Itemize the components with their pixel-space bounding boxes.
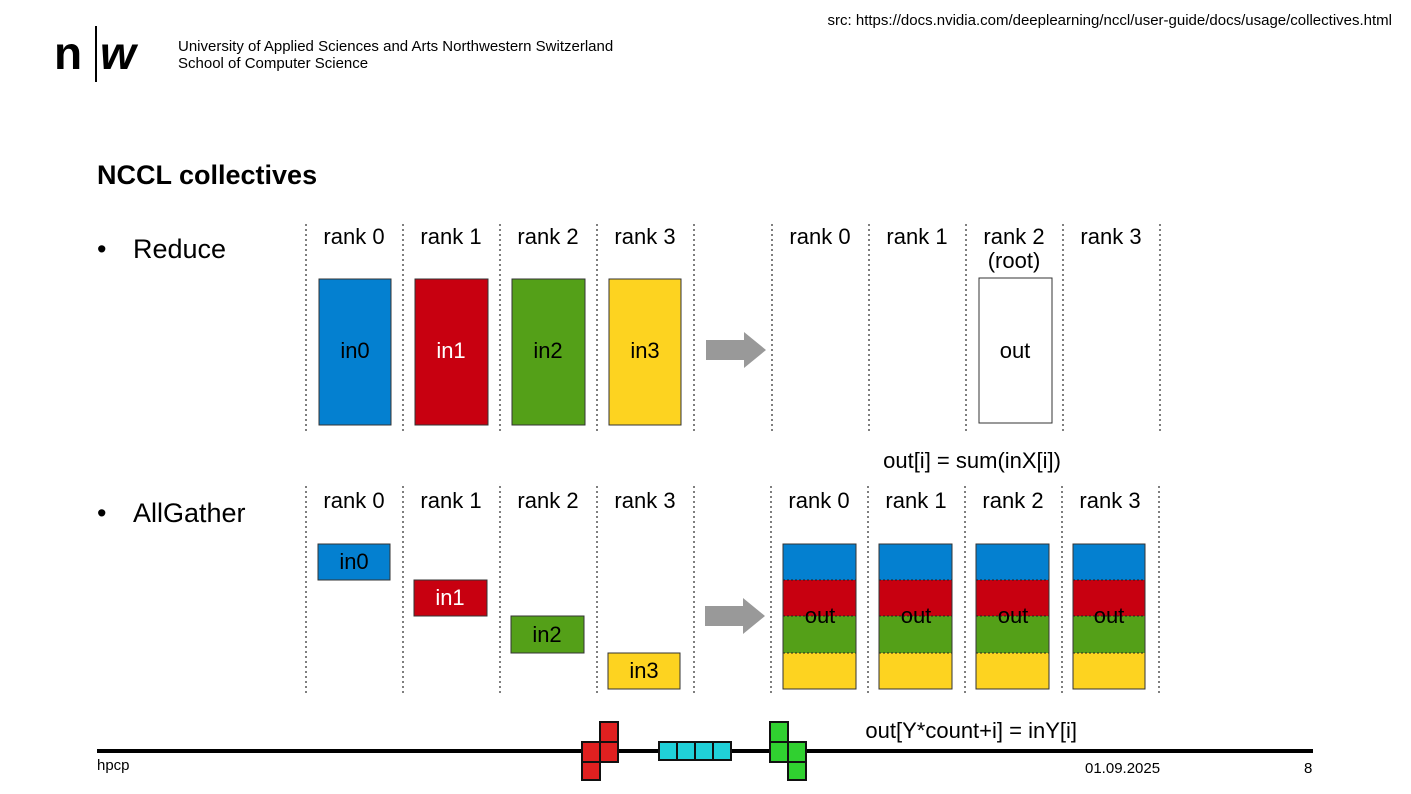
root-label: (root)	[988, 248, 1041, 273]
source-note: src: https://docs.nvidia.com/deeplearnin…	[827, 12, 1392, 29]
bullet-text: AllGather	[133, 498, 246, 528]
fhnw-logo: n w	[54, 26, 139, 82]
bullet-reduce: • Reduce	[97, 234, 297, 268]
output-label: out	[998, 603, 1029, 628]
tetris-blocks-decoration	[581, 721, 807, 781]
output-label: out	[1094, 603, 1125, 628]
input-buffer-2	[511, 278, 586, 426]
rank-separators	[305, 224, 1161, 434]
university-line-2: School of Computer Science	[178, 55, 369, 72]
output-label: out	[901, 603, 932, 628]
footer-course: hpcp	[97, 757, 130, 774]
rank-label: rank 2	[517, 488, 578, 513]
page-number: 8	[1304, 760, 1313, 777]
input-buffer-1	[413, 579, 488, 617]
input-buffer-0	[318, 278, 392, 426]
bullet-marker: •	[97, 234, 107, 264]
university-name: University of Applied Sciences and Arts …	[178, 38, 613, 72]
allgather-formula: out[Y*count+i] = inY[i]	[865, 718, 1077, 743]
logo-n: n	[54, 27, 82, 79]
university-line-1: University of Applied Sciences and Arts …	[178, 38, 614, 55]
output-buffer-rank-3	[1072, 543, 1146, 690]
output-buffer-rank-0	[782, 543, 857, 690]
rank-label: rank 3	[1079, 488, 1140, 513]
rank-label: rank 1	[886, 224, 947, 249]
input-label: in3	[629, 658, 658, 683]
rank-label: rank 3	[614, 488, 675, 513]
output-label: out	[1000, 338, 1031, 363]
bullet-allgather: • AllGather	[97, 498, 297, 532]
rank-label: rank 3	[1080, 224, 1141, 249]
rank-label: rank 1	[420, 224, 481, 249]
input-label: in1	[435, 585, 464, 610]
reduce-formula: out[i] = sum(inX[i])	[883, 448, 1061, 473]
bullet-marker: •	[97, 498, 107, 528]
input-buffer-0	[317, 543, 391, 581]
rank-label: rank 0	[323, 224, 384, 249]
output-buffer-rank-1	[878, 543, 953, 690]
rank-label: rank 3	[614, 224, 675, 249]
rank-label: rank 2	[982, 488, 1043, 513]
output-buffer-rank-2	[975, 543, 1050, 690]
input-label: in2	[532, 622, 561, 647]
rank-label: rank 0	[789, 224, 850, 249]
input-label: in2	[533, 338, 562, 363]
input-buffer-3	[607, 652, 681, 690]
arrow-icon	[706, 332, 766, 368]
input-buffer-3	[608, 278, 682, 426]
output-buffer	[978, 277, 1053, 424]
logo-w: w	[100, 27, 139, 79]
input-label: in3	[630, 338, 659, 363]
input-label: in1	[436, 338, 465, 363]
input-label: in0	[339, 549, 368, 574]
output-label: out	[805, 603, 836, 628]
rank-label: rank 1	[885, 488, 946, 513]
rank-label: rank 0	[788, 488, 849, 513]
green-s-tetromino	[769, 721, 807, 781]
rank-separators	[305, 486, 1160, 696]
arrow-icon	[705, 598, 765, 634]
rank-label: rank 2	[517, 224, 578, 249]
rank-label: rank 1	[420, 488, 481, 513]
input-buffer-2	[510, 615, 585, 654]
bullet-text: Reduce	[133, 234, 227, 264]
footer-date: 01.09.2025	[1085, 760, 1161, 777]
rank-label: rank 2	[983, 224, 1044, 249]
rank-label: rank 0	[323, 488, 384, 513]
reduce-diagram: rank 0 rank 1 rank 2 rank 3 rank 0 rank …	[305, 224, 1161, 473]
red-s-tetromino	[581, 721, 619, 781]
input-buffer-1	[414, 278, 489, 426]
slide-title: NCCL collectives	[97, 160, 318, 190]
cyan-i-tetromino	[658, 741, 732, 761]
allgather-diagram: rank 0 rank 1 rank 2 rank 3 rank 0 rank …	[305, 486, 1160, 743]
input-label: in0	[340, 338, 369, 363]
